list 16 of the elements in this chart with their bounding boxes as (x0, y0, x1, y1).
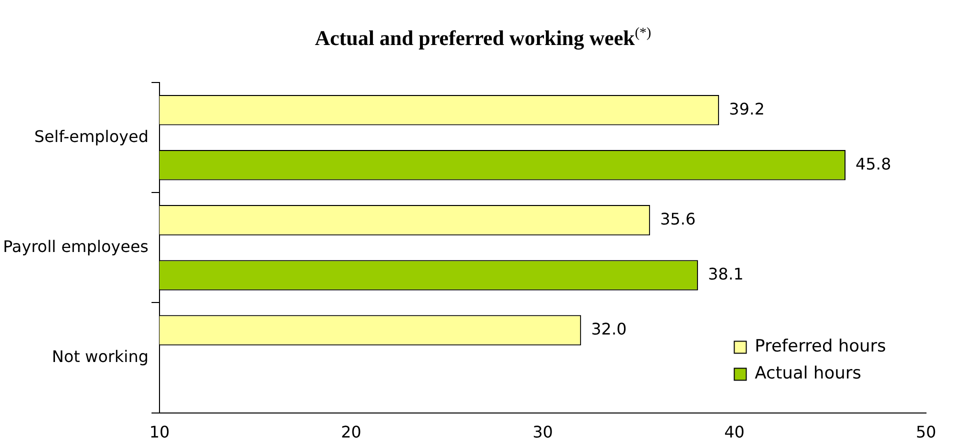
legend-label: Actual hours (754, 364, 862, 384)
y-tick-label: Not working (52, 346, 149, 366)
legend-label: Preferred hours (754, 336, 886, 357)
x-tick-label: 40 (724, 422, 745, 442)
x-tick-label: 50 (916, 422, 936, 442)
chart-title: Actual and preferred working week$^{(*)}$ (314, 26, 652, 51)
data-label: 32.0 (591, 319, 627, 338)
x-tick-label: 20 (340, 422, 362, 442)
data-label: 35.6 (660, 209, 696, 228)
y-tick-label: Payroll employees (2, 236, 149, 256)
x-tick-label: 30 (532, 422, 553, 442)
data-label: 38.1 (708, 264, 744, 284)
y-tick-label: Self-employed (34, 126, 149, 146)
data-label: 39.2 (729, 99, 765, 118)
data-label: 45.8 (856, 154, 892, 174)
x-tick-label: 10 (149, 422, 170, 442)
